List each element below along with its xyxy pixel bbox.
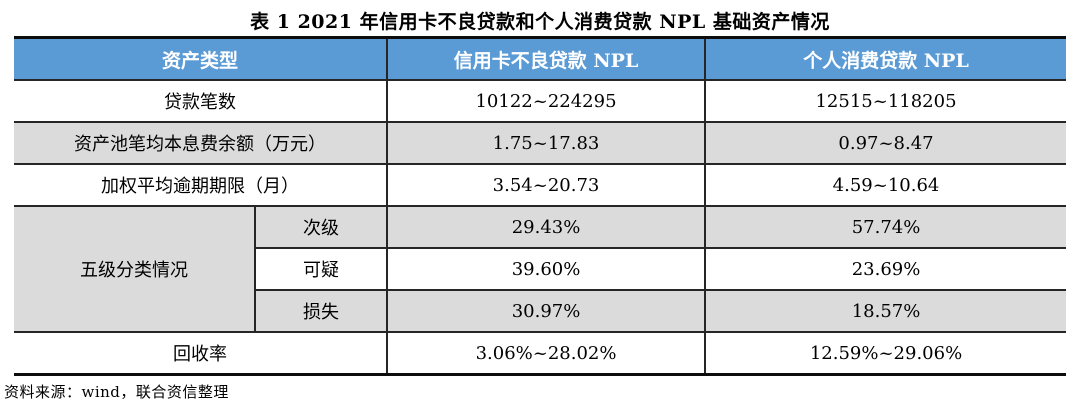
row-label-cell: 资产池笔均本息费余额（万元） — [14, 121, 388, 165]
value-cell-credit-card: 3.54~20.73 — [386, 163, 706, 207]
value-cell-credit-card: 10122~224295 — [386, 79, 706, 123]
table-row-classification-subprime: 五级分类情况 次级 29.43% 57.74% — [14, 205, 1067, 333]
group-cell-five-level-classification: 五级分类情况 — [14, 205, 255, 333]
value-cell-consumer: 18.57% — [704, 289, 1067, 333]
header-row: 资产类型 信用卡不良贷款 NPL 个人消费贷款 NPL — [14, 36, 1067, 81]
npl-asset-table: 资产类型 信用卡不良贷款 NPL 个人消费贷款 NPL 贷款笔数 10122~2… — [14, 36, 1067, 376]
table-caption: 表 1 2021 年信用卡不良贷款和个人消费贷款 NPL 基础资产情况 — [250, 11, 830, 33]
table-row-classification-loss: 损失 30.97% 18.57% — [14, 289, 1067, 333]
col-header-asset-type: 资产类型 — [14, 36, 388, 81]
sub-label-cell: 次级 — [253, 205, 388, 249]
row-label-cell: 加权平均逾期期限（月） — [14, 163, 388, 207]
value-cell-credit-card: 39.60% — [386, 247, 706, 291]
source-note: 资料来源：wind，联合资信整理 — [4, 383, 229, 401]
value-cell-credit-card: 30.97% — [386, 289, 706, 333]
row-label-cell: 贷款笔数 — [14, 79, 388, 123]
sub-label-cell: 可疑 — [253, 247, 388, 291]
table-row-avg-balance: 资产池笔均本息费余额（万元） 1.75~17.83 0.97~8.47 — [14, 121, 1067, 165]
value-cell-consumer: 12515~118205 — [704, 79, 1067, 123]
value-cell-consumer: 4.59~10.64 — [704, 163, 1067, 207]
col-header-credit-card-npl: 信用卡不良贷款 NPL — [386, 36, 706, 81]
value-cell-consumer: 57.74% — [704, 205, 1067, 249]
table-row-loan-count: 贷款笔数 10122~224295 12515~118205 — [14, 79, 1067, 123]
value-cell-consumer: 0.97~8.47 — [704, 121, 1067, 165]
value-cell-credit-card: 3.06%~28.02% — [386, 331, 706, 376]
value-cell-consumer: 12.59%~29.06% — [704, 331, 1067, 376]
value-cell-consumer: 23.69% — [704, 247, 1067, 291]
value-cell-credit-card: 1.75~17.83 — [386, 121, 706, 165]
table-container: 资产类型 信用卡不良贷款 NPL 个人消费贷款 NPL 贷款笔数 10122~2… — [14, 36, 1067, 376]
sub-label-cell: 损失 — [253, 289, 388, 333]
col-header-consumer-npl: 个人消费贷款 NPL — [704, 36, 1067, 81]
value-cell-credit-card: 29.43% — [386, 205, 706, 249]
row-label-cell: 回收率 — [14, 331, 388, 376]
table-row-recovery-rate: 回收率 3.06%~28.02% 12.59%~29.06% — [14, 331, 1067, 376]
table-row-overdue-term: 加权平均逾期期限（月） 3.54~20.73 4.59~10.64 — [14, 163, 1067, 207]
table-row-classification-doubtful: 可疑 39.60% 23.69% — [14, 247, 1067, 291]
